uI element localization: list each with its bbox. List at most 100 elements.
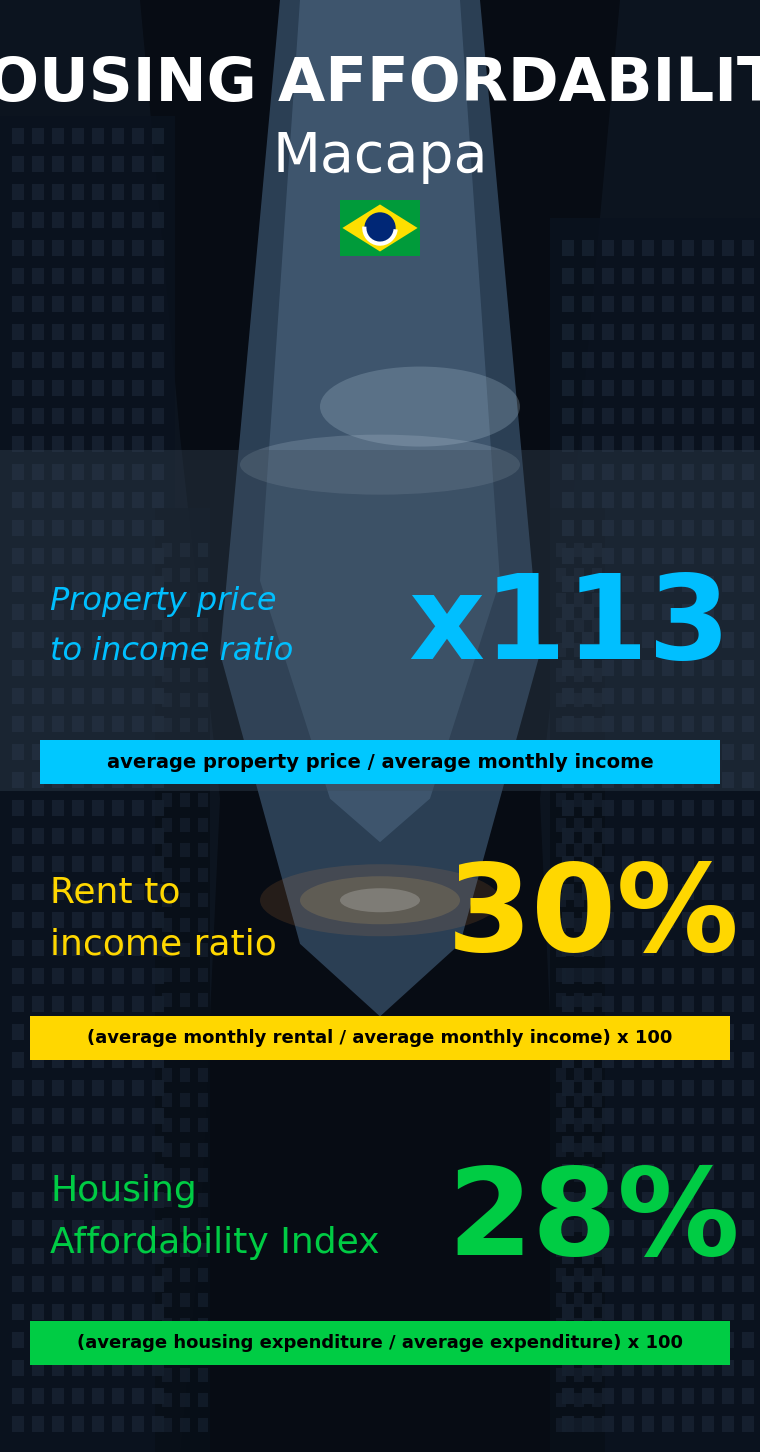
Bar [742, 1361, 754, 1376]
Bar [742, 576, 754, 592]
Bar [162, 918, 172, 932]
Bar [32, 1165, 44, 1180]
Bar [582, 1416, 594, 1432]
Bar [92, 408, 104, 424]
Bar [742, 1388, 754, 1404]
Bar [574, 1069, 584, 1082]
Bar [152, 547, 164, 563]
Bar [574, 893, 584, 908]
Bar [592, 942, 602, 957]
Bar [592, 592, 602, 607]
Bar [702, 800, 714, 816]
Bar [662, 632, 674, 648]
Bar [72, 547, 84, 563]
Bar [622, 688, 634, 704]
Bar [702, 380, 714, 396]
Bar [682, 1304, 694, 1320]
Bar [602, 1416, 614, 1432]
Bar [742, 1192, 754, 1208]
Bar [198, 1392, 208, 1407]
Bar [602, 1165, 614, 1180]
Bar [92, 1192, 104, 1208]
Bar [642, 520, 654, 536]
Bar [132, 1276, 144, 1292]
Bar [742, 800, 754, 816]
Bar [112, 547, 124, 563]
Bar [574, 1419, 584, 1432]
Bar [702, 269, 714, 285]
Bar [152, 184, 164, 200]
Bar [602, 351, 614, 367]
Bar [602, 1388, 614, 1404]
Bar [32, 576, 44, 592]
Bar [562, 324, 574, 340]
Bar [52, 324, 64, 340]
Bar [702, 912, 714, 928]
Bar [12, 1135, 24, 1151]
Bar [198, 1292, 208, 1307]
Bar [112, 324, 124, 340]
Bar [592, 693, 602, 707]
Bar [742, 1331, 754, 1347]
Bar [52, 996, 64, 1012]
Bar [162, 1069, 172, 1082]
Bar [702, 1416, 714, 1432]
Bar [112, 296, 124, 312]
Text: 28%: 28% [448, 1163, 740, 1281]
Bar [742, 1024, 754, 1040]
Bar [556, 619, 566, 632]
Bar [72, 1220, 84, 1236]
Bar [198, 1194, 208, 1207]
Bar [52, 351, 64, 367]
Bar [582, 1192, 594, 1208]
Bar [132, 1220, 144, 1236]
Bar [92, 800, 104, 816]
Bar [562, 1024, 574, 1040]
Bar [602, 800, 614, 816]
Bar [592, 868, 602, 881]
Bar [662, 743, 674, 759]
Bar [152, 296, 164, 312]
Bar [622, 436, 634, 452]
Bar [642, 968, 654, 984]
Bar [12, 240, 24, 256]
Bar [72, 520, 84, 536]
Bar [592, 643, 602, 656]
Bar [152, 884, 164, 900]
Bar [722, 968, 734, 984]
Bar [152, 1135, 164, 1151]
Bar [92, 1388, 104, 1404]
Bar [602, 408, 614, 424]
Bar [662, 1108, 674, 1124]
Bar [592, 993, 602, 1008]
Bar [32, 296, 44, 312]
Bar [52, 1108, 64, 1124]
Bar [642, 996, 654, 1012]
Bar [642, 800, 654, 816]
Bar [602, 1024, 614, 1040]
Bar [702, 857, 714, 873]
Polygon shape [220, 0, 540, 1016]
Bar [556, 868, 566, 881]
Bar [622, 1024, 634, 1040]
Bar [622, 240, 634, 256]
Bar [682, 492, 694, 508]
Bar [132, 772, 144, 788]
Bar [132, 604, 144, 620]
Bar [72, 857, 84, 873]
Bar [682, 632, 694, 648]
Bar [602, 996, 614, 1012]
Ellipse shape [260, 864, 500, 937]
Bar [198, 592, 208, 607]
Bar [702, 408, 714, 424]
Bar [602, 436, 614, 452]
Bar [562, 716, 574, 732]
Bar [556, 693, 566, 707]
Bar [162, 1167, 172, 1182]
Bar [602, 1192, 614, 1208]
Bar [92, 1276, 104, 1292]
Bar [12, 1388, 24, 1404]
Bar [562, 576, 574, 592]
Bar [92, 1108, 104, 1124]
Bar [92, 1024, 104, 1040]
